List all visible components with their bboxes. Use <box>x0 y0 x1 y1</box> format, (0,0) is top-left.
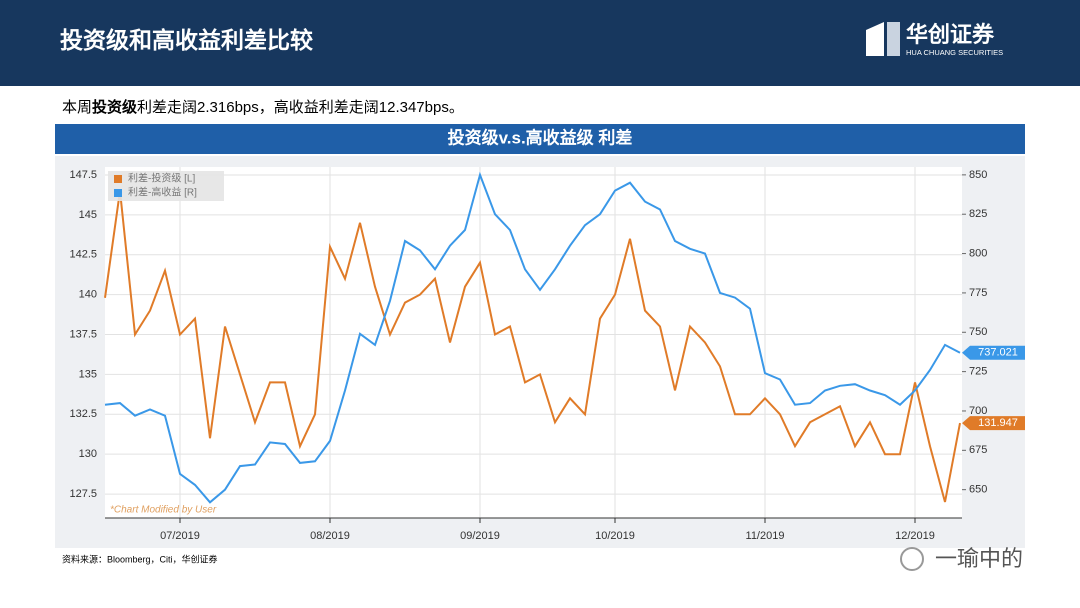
y-tick-label: 147.5 <box>69 169 97 181</box>
logo-text: 华创证券 <box>906 22 995 47</box>
y-tick-label: 145 <box>79 209 97 221</box>
summary-lead: 本周 <box>62 99 92 116</box>
x-tick-label: 11/2019 <box>746 530 785 542</box>
source: 资料来源：Bloomberg，Citi，华创证券 <box>62 553 218 564</box>
legend-label: 利差-投资级 [L] <box>128 172 195 185</box>
plot-area <box>105 167 962 518</box>
legend-label: 利差-高收益 [R] <box>128 186 197 199</box>
y-tick-label: 130 <box>79 448 97 460</box>
summary-bold: 投资级 <box>92 98 138 116</box>
chart-title: 投资级v.s.高收益级 利差 <box>448 127 633 147</box>
series-line <box>104 171 961 504</box>
watermark: 一瑜中的 <box>935 546 1023 571</box>
x-tick-label: 08/2019 <box>310 530 350 542</box>
slide-title: 投资级和高收益利差比较 <box>60 27 313 53</box>
series-line <box>104 190 961 503</box>
chart-note: *Chart Modified by User <box>110 505 217 516</box>
y2-tick-label: 750 <box>969 326 987 338</box>
x-tick-label: 12/2019 <box>895 530 935 542</box>
legend-swatch <box>114 175 122 183</box>
plot: 127.5 130 132.5 135 137.5 140 142.5 145 147.5 650… <box>69 167 1025 542</box>
y-tick-label: 127.5 <box>69 488 97 500</box>
logo-mark <box>887 22 900 56</box>
y2-tick-label: 800 <box>969 247 987 259</box>
y-tick-label: 142.5 <box>69 249 97 261</box>
y2-tick-label: 725 <box>969 366 987 378</box>
legend-swatch <box>114 189 122 197</box>
end-label: 131.947 <box>978 417 1018 429</box>
logo: 华创证券 HUA CHUANG SECURITIES <box>866 22 1003 57</box>
y2-tick-label: 650 <box>969 484 987 496</box>
y-tick-label: 137.5 <box>69 328 97 340</box>
watermark-icon <box>900 547 924 571</box>
y-tick-label: 140 <box>79 289 97 301</box>
y2-tick-label: 775 <box>969 287 987 299</box>
chart-banner <box>55 124 1025 154</box>
x-tick-label: 10/2019 <box>595 530 635 542</box>
y-tick-label: 135 <box>79 368 97 380</box>
y-tick-label: 132.5 <box>69 408 97 420</box>
x-tick-label: 07/2019 <box>160 530 200 542</box>
summary-rest: 利差走阔2.316bps，高收益利差走阔12.347bps。 <box>137 99 464 116</box>
end-tag <box>962 416 1025 431</box>
y2-tick-label: 675 <box>969 444 987 456</box>
summary: 本周投资级利差走阔2.316bps，高收益利差走阔12.347bps。 <box>62 98 464 116</box>
y2-tick-label: 825 <box>969 208 987 220</box>
x-tick-label: 09/2019 <box>460 530 500 542</box>
logo-mark <box>866 22 884 56</box>
legend-box <box>108 171 224 201</box>
end-label: 737.021 <box>978 347 1018 359</box>
end-tag <box>962 345 1025 360</box>
y2-tick-label: 700 <box>969 405 987 417</box>
y2-tick-label: 850 <box>969 169 987 181</box>
logo-subtext: HUA CHUANG SECURITIES <box>906 48 1003 57</box>
